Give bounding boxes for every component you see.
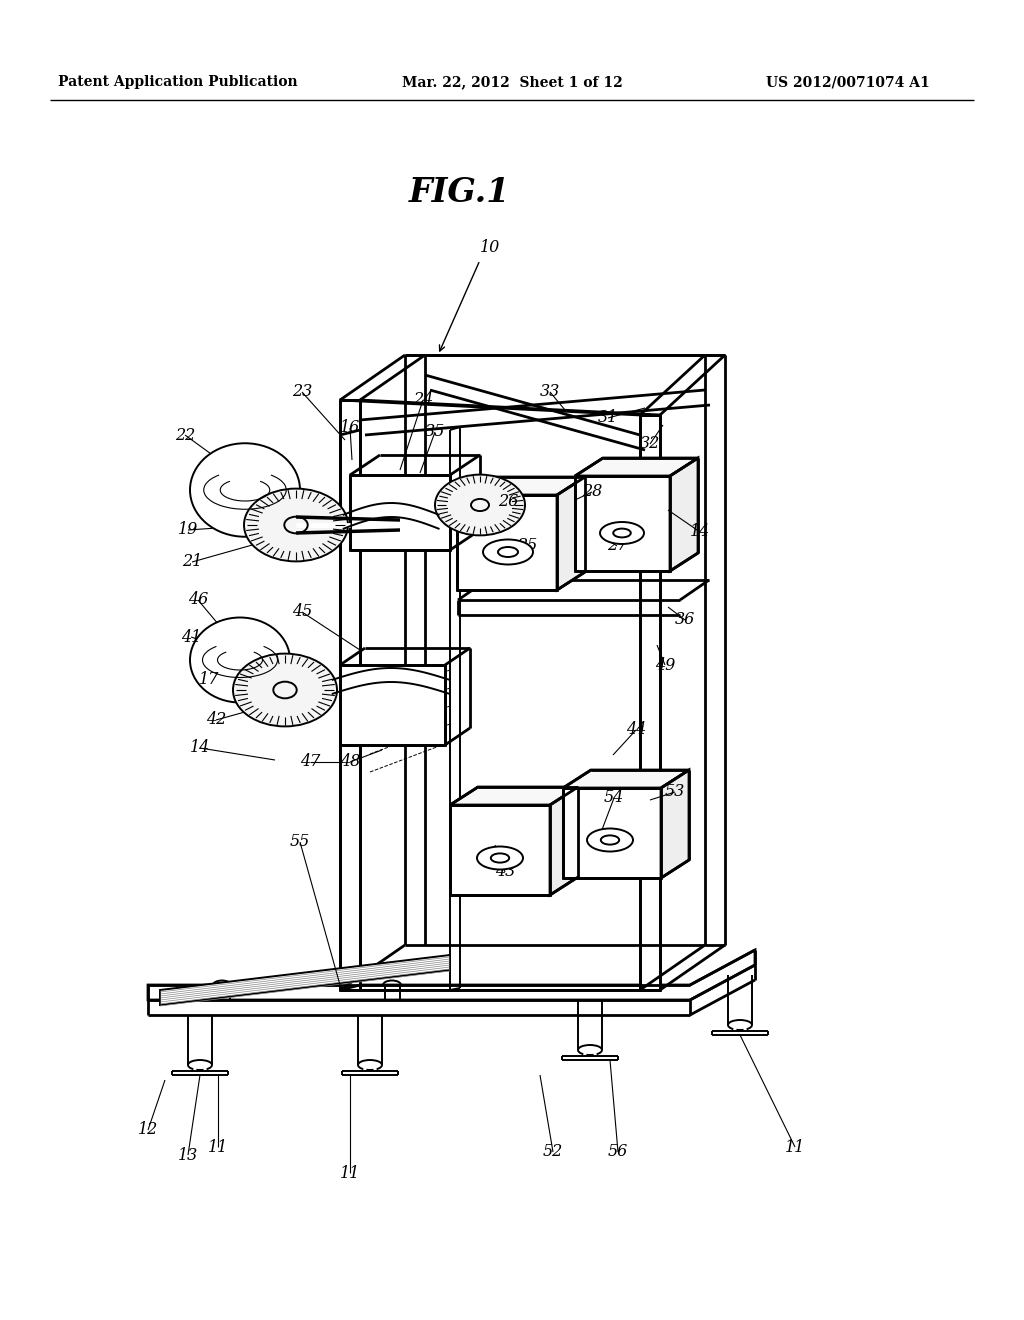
Ellipse shape <box>600 521 644 544</box>
Text: 21: 21 <box>182 553 202 570</box>
Polygon shape <box>340 665 445 744</box>
Text: 43: 43 <box>495 863 515 880</box>
Polygon shape <box>563 770 689 788</box>
Text: FIG.1: FIG.1 <box>410 176 511 209</box>
Polygon shape <box>148 950 755 1001</box>
Text: Mar. 22, 2012  Sheet 1 of 12: Mar. 22, 2012 Sheet 1 of 12 <box>401 75 623 88</box>
Text: 11: 11 <box>208 1138 228 1155</box>
Polygon shape <box>662 770 689 878</box>
Polygon shape <box>457 495 557 590</box>
Text: 55: 55 <box>290 833 310 850</box>
Text: 23: 23 <box>292 384 312 400</box>
Text: 12: 12 <box>138 1122 158 1138</box>
Text: 47: 47 <box>300 754 321 771</box>
Text: Patent Application Publication: Patent Application Publication <box>58 75 298 88</box>
Text: 11: 11 <box>340 1164 360 1181</box>
Ellipse shape <box>477 846 523 870</box>
Text: 10: 10 <box>480 239 500 256</box>
Polygon shape <box>563 788 662 878</box>
Ellipse shape <box>233 653 337 726</box>
Ellipse shape <box>190 618 290 702</box>
Text: 44: 44 <box>626 722 646 738</box>
Polygon shape <box>640 414 660 990</box>
Polygon shape <box>550 787 578 895</box>
Text: 28: 28 <box>582 483 602 500</box>
Text: 53: 53 <box>665 784 685 800</box>
Polygon shape <box>340 400 360 990</box>
Polygon shape <box>450 805 550 895</box>
Ellipse shape <box>435 475 525 536</box>
Text: 25: 25 <box>517 536 538 553</box>
Text: 27: 27 <box>607 537 627 554</box>
Text: 48: 48 <box>340 754 360 771</box>
Text: 41: 41 <box>181 628 201 645</box>
Text: 46: 46 <box>187 591 208 609</box>
Text: 17: 17 <box>199 672 219 689</box>
Text: 32: 32 <box>640 436 660 453</box>
Polygon shape <box>557 477 585 590</box>
Polygon shape <box>670 458 698 572</box>
Ellipse shape <box>483 540 534 565</box>
Polygon shape <box>450 787 578 805</box>
Polygon shape <box>457 477 585 495</box>
Text: 49: 49 <box>655 656 675 673</box>
Text: 45: 45 <box>292 603 312 620</box>
Text: 33: 33 <box>540 384 560 400</box>
Text: 11: 11 <box>784 1138 805 1155</box>
Text: 13: 13 <box>178 1147 198 1163</box>
Text: 36: 36 <box>675 611 695 628</box>
Ellipse shape <box>587 829 633 851</box>
Ellipse shape <box>498 546 518 557</box>
Polygon shape <box>575 458 698 477</box>
Text: 42: 42 <box>206 711 226 729</box>
Text: 16: 16 <box>340 420 360 437</box>
Text: 19: 19 <box>178 521 198 539</box>
Ellipse shape <box>613 528 631 537</box>
Polygon shape <box>575 477 670 572</box>
Polygon shape <box>160 954 450 1005</box>
Text: 35: 35 <box>425 424 445 441</box>
Text: US 2012/0071074 A1: US 2012/0071074 A1 <box>766 75 930 88</box>
Text: 24: 24 <box>413 392 433 408</box>
Polygon shape <box>350 475 450 550</box>
Text: 31: 31 <box>598 409 618 426</box>
Text: 14: 14 <box>690 524 710 540</box>
Ellipse shape <box>490 854 509 862</box>
Text: 26: 26 <box>498 494 518 511</box>
Text: 56: 56 <box>608 1143 628 1160</box>
Ellipse shape <box>190 444 300 537</box>
Text: 14: 14 <box>189 739 210 756</box>
Text: 52: 52 <box>543 1143 563 1160</box>
Text: 22: 22 <box>175 426 196 444</box>
Ellipse shape <box>601 836 620 845</box>
Ellipse shape <box>244 488 348 561</box>
Text: 54: 54 <box>604 789 624 807</box>
